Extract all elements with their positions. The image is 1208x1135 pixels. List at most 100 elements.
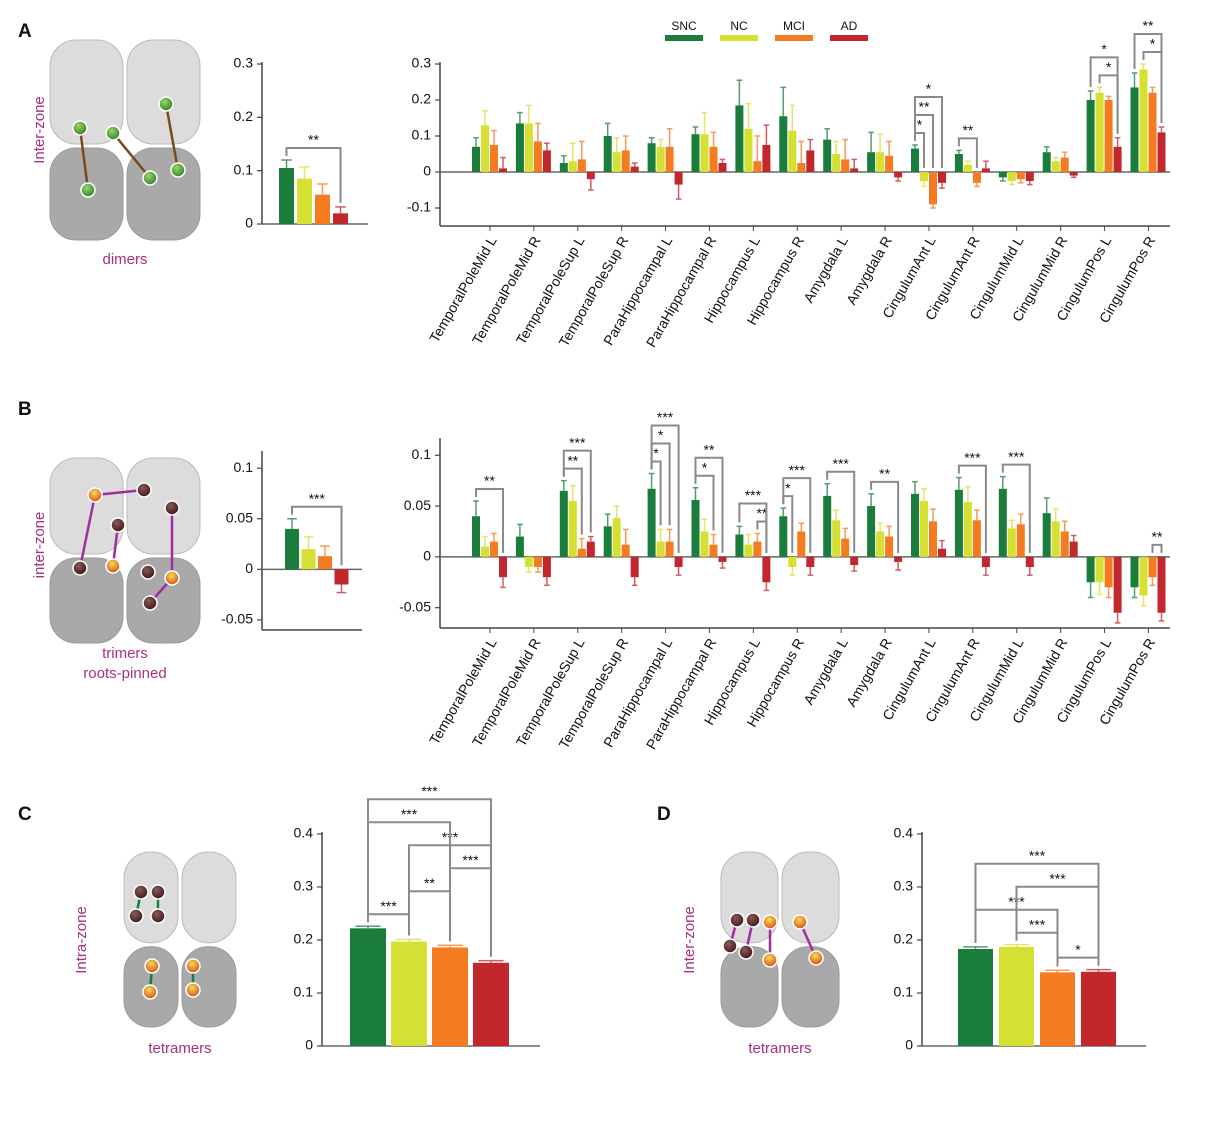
y-tick-label: 0.3 — [234, 55, 254, 71]
error-bar — [842, 527, 848, 539]
error-bar — [1043, 146, 1050, 153]
bar — [432, 947, 468, 1046]
error-bar — [692, 487, 699, 500]
brain-lobe — [49, 457, 124, 555]
legend-label: NC — [730, 19, 748, 33]
bar — [674, 556, 683, 568]
significance-bracket — [1133, 33, 1163, 123]
y-tick-label: 0 — [305, 1037, 313, 1053]
bar — [524, 123, 533, 172]
bar — [1060, 157, 1069, 172]
bar — [1157, 132, 1166, 172]
error-bar — [622, 135, 629, 151]
brain-node — [722, 938, 738, 954]
significance-label: * — [1075, 941, 1081, 957]
caption: dimers — [102, 251, 147, 268]
legend-label: SNC — [671, 19, 697, 33]
bar — [823, 139, 832, 172]
zone-label: inter-zone — [31, 512, 48, 579]
error-bar — [963, 946, 988, 950]
significance-label: ** — [879, 466, 890, 482]
bar — [603, 136, 612, 172]
error-bar — [1086, 968, 1111, 972]
error-bar — [622, 528, 629, 545]
bar — [779, 516, 788, 557]
y-tick-label: -0.05 — [399, 598, 431, 614]
error-bar — [719, 158, 726, 163]
bar — [998, 488, 1007, 557]
error-bar — [754, 532, 761, 542]
error-bar — [974, 182, 980, 188]
brain-link — [164, 103, 180, 171]
significance-label: * — [1101, 41, 1107, 57]
error-bar — [491, 129, 497, 145]
significance-label: ** — [1143, 18, 1154, 34]
bar — [1104, 556, 1113, 588]
bar — [533, 556, 542, 568]
bar — [621, 544, 630, 557]
error-bar — [588, 179, 594, 191]
error-bar — [1131, 587, 1138, 599]
brain-node — [762, 914, 778, 930]
error-bar — [303, 536, 314, 550]
error-bar — [780, 86, 787, 117]
bar — [735, 105, 744, 172]
brain-lobe — [123, 851, 179, 944]
bar — [691, 134, 700, 172]
bar — [885, 155, 894, 172]
brain-node — [136, 482, 152, 498]
y-tick-label: 0.1 — [234, 161, 254, 177]
brain-link — [112, 132, 151, 179]
brain-node — [729, 912, 745, 928]
error-bar — [1149, 86, 1156, 93]
significance-label: ** — [308, 132, 319, 148]
error-bar — [648, 137, 655, 144]
bar — [285, 528, 299, 570]
brain-node — [164, 570, 180, 586]
error-bar — [1052, 156, 1059, 162]
brain-node — [738, 944, 754, 960]
bar — [647, 488, 656, 557]
bar — [515, 536, 524, 557]
panel-letter: D — [657, 804, 671, 825]
error-bar — [1000, 177, 1006, 182]
error-bar — [710, 131, 717, 147]
error-bar — [1043, 497, 1050, 514]
brain-lobe — [49, 557, 124, 644]
error-bar — [886, 140, 892, 156]
error-bar — [780, 507, 787, 517]
error-bar — [736, 79, 743, 106]
error-bar — [851, 564, 857, 572]
error-bar — [657, 138, 664, 147]
bar — [301, 549, 316, 570]
error-bar — [1004, 944, 1029, 947]
error-bar — [320, 545, 330, 557]
brain-node — [87, 487, 103, 503]
significance-label: *** — [1029, 847, 1046, 863]
error-bar — [1149, 577, 1156, 587]
error-bar — [877, 133, 883, 153]
bar — [954, 489, 963, 557]
bar — [473, 962, 509, 1046]
y-tick-label: 0.05 — [404, 497, 431, 513]
bar — [911, 148, 919, 172]
bar — [490, 145, 498, 172]
error-bar — [1158, 126, 1165, 133]
error-bar — [930, 204, 936, 209]
significance-label: *** — [421, 783, 438, 799]
bar — [1025, 556, 1034, 568]
brain-lobe — [126, 557, 201, 644]
bar — [894, 172, 903, 178]
brain-node — [133, 884, 149, 900]
significance-bracket — [1089, 56, 1119, 134]
error-bar — [535, 122, 541, 142]
brain-node — [72, 560, 88, 576]
error-bar — [666, 528, 673, 542]
bar — [744, 128, 753, 172]
bar — [806, 556, 815, 568]
error-bar — [807, 138, 814, 151]
bar — [762, 145, 771, 172]
error-bar — [1105, 95, 1112, 100]
significance-label: *** — [462, 852, 479, 868]
